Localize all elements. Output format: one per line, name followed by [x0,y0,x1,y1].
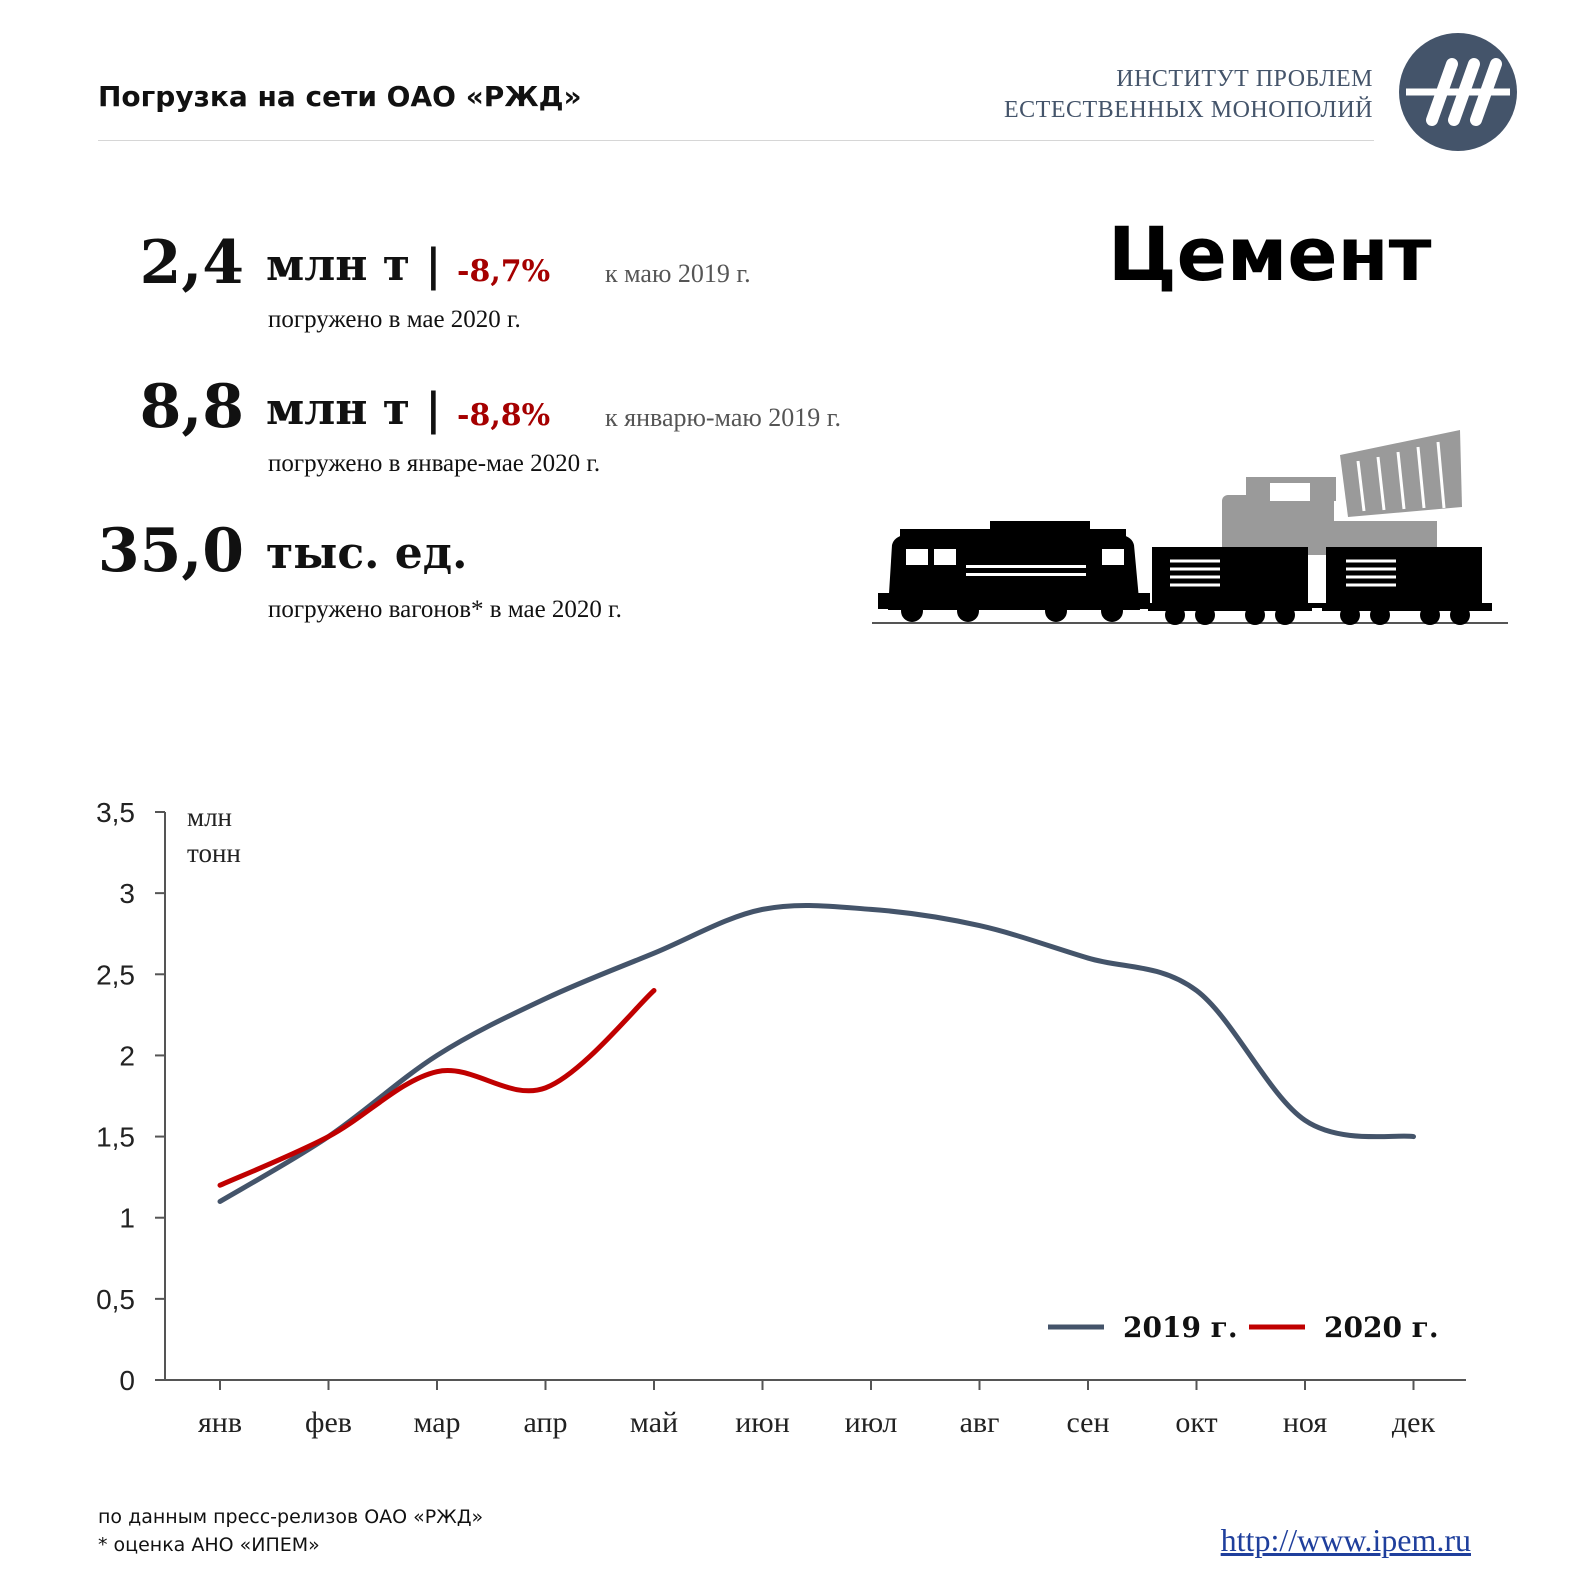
org-name-line2: ЕСТЕСТВЕННЫХ МОНОПОЛИЙ [1004,97,1373,123]
source-note: по данным пресс-релизов ОАО «РЖД» [98,1506,484,1528]
stat-ytd-compare: к январю-маю 2019 г. [605,403,842,432]
legend-label-2020: 2020 г. [1324,1311,1439,1344]
y-tick-label: 0 [119,1365,135,1396]
loading-line-chart: 0 0,5 1 1,5 2 2,5 3 3,5 янв фев мар апр май июн июл авг… [96,797,1466,1439]
x-tick-label: ноя [1283,1406,1327,1439]
org-name-line1: ИНСТИТУТ ПРОБЛЕМ [1116,66,1373,92]
estimate-note: * оценка АНО «ИПЕМ» [98,1534,320,1556]
stat-ytd-change: -8,8% [457,398,551,433]
stat-month-change: -8,7% [457,254,551,289]
x-tick-label: апр [524,1406,568,1439]
stat-month-compare: к маю 2019 г. [605,259,751,288]
wagon-icon [1148,547,1312,625]
commodity-title: Цемент [1108,212,1432,298]
stat-month-caption: погружено в мае 2020 г. [268,306,521,333]
y-tick-label: 3 [119,878,135,909]
y-tick-label: 1,5 [96,1122,135,1153]
header-divider [98,140,1374,141]
x-tick-label: фев [305,1406,352,1439]
y-tick-label: 3,5 [96,797,135,828]
header-title: Погрузка на сети ОАО «РЖД» [98,80,582,113]
org-name: ИНСТИТУТ ПРОБЛЕМ ЕСТЕСТВЕННЫХ МОНОПОЛИЙ [1004,64,1373,126]
legend-label-2019: 2019 г. [1123,1311,1238,1344]
y-tick-label: 0,5 [96,1284,135,1315]
y-axis-label-line2: тонн [187,838,241,868]
y-tick-label: 2,5 [96,959,135,990]
stat-wagons-caption: погружено вагонов* в мае 2020 г. [268,596,622,623]
y-tick-label: 1 [119,1203,135,1234]
series-line-2019 [217,902,1416,1204]
x-tick-label: июн [735,1406,790,1439]
ipem-logo-icon [1399,33,1517,151]
x-tick-label: май [630,1406,678,1439]
stat-ytd-unit: млн т | [266,384,442,435]
x-tick-label: июл [845,1406,898,1439]
locomotive-icon [878,521,1150,622]
y-axis-label-line1: млн [187,802,232,832]
x-tick-label: окт [1175,1406,1217,1439]
train-cement-mixer-icon [872,430,1508,625]
stat-wagons-value: 35,0 [97,516,244,586]
x-tick-label: дек [1392,1406,1436,1439]
x-tick-label: янв [198,1406,242,1439]
stat-wagons-unit: тыс. ед. [266,528,468,579]
stat-ytd-caption: погружено в январе-мае 2020 г. [268,450,601,477]
x-tick-label: авг [960,1406,1000,1439]
stat-month-unit: млн т | [266,240,442,291]
stat-month-value: 2,4 [139,228,244,298]
stat-ytd-value: 8,8 [139,372,244,442]
x-tick-label: сен [1066,1406,1109,1439]
y-tick-label: 2 [119,1040,135,1071]
ipem-website-link[interactable]: http://www.ipem.ru [1220,1522,1471,1558]
x-tick-label: мар [413,1406,460,1439]
series-line-2020 [217,988,657,1188]
